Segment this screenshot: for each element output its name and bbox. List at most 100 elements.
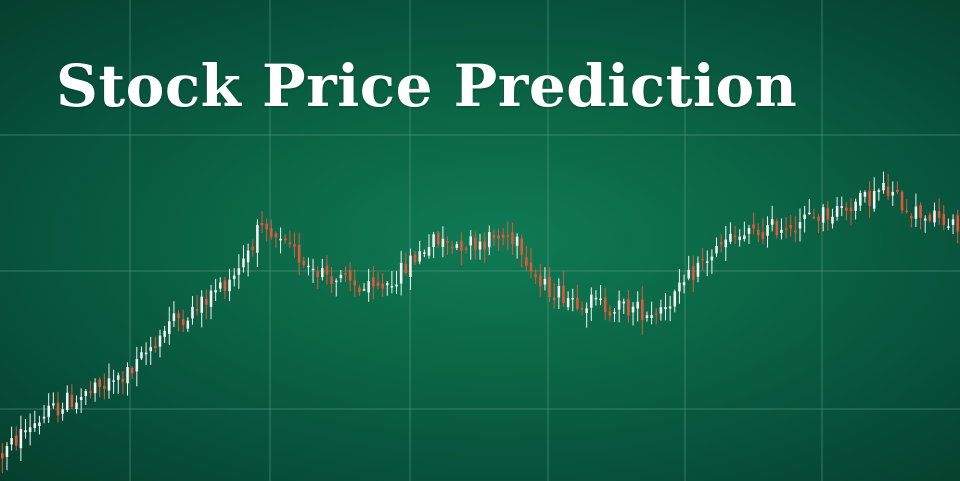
candle-body <box>594 297 598 300</box>
candle <box>121 371 125 395</box>
candle-body <box>469 236 472 246</box>
candle-body <box>682 282 686 286</box>
candle-body <box>144 352 148 355</box>
candle-body <box>622 301 626 304</box>
candle-body <box>432 234 435 248</box>
candle <box>794 216 797 243</box>
candle-body <box>65 392 69 411</box>
candle <box>200 290 204 328</box>
candle <box>789 214 792 237</box>
candle-body <box>914 206 918 219</box>
candle-body <box>195 309 199 311</box>
candle-body <box>905 210 908 213</box>
candle-body <box>358 287 361 293</box>
candle <box>302 256 306 268</box>
candle-body <box>19 428 23 449</box>
candle-body <box>775 221 779 236</box>
candle-body <box>900 191 904 211</box>
candle <box>641 286 644 335</box>
candle <box>65 385 69 412</box>
candle-body <box>61 409 64 414</box>
candle-body <box>770 219 774 225</box>
candle <box>557 278 561 309</box>
candle <box>297 232 301 276</box>
candle <box>497 228 500 252</box>
candle-body <box>937 211 941 218</box>
candle <box>928 212 932 223</box>
candle <box>140 346 143 361</box>
candle-body <box>1 453 4 459</box>
candle <box>10 426 13 451</box>
candle-body <box>321 268 324 278</box>
candle <box>627 289 630 323</box>
candle <box>905 199 908 214</box>
candle-body <box>14 435 18 446</box>
candle-body <box>580 307 584 310</box>
candle-body <box>515 236 519 246</box>
candle <box>919 202 922 230</box>
candle-body <box>673 291 677 307</box>
candle-body <box>497 235 500 239</box>
candle <box>835 197 839 221</box>
candle-body <box>135 359 139 372</box>
candle-body <box>636 301 639 309</box>
candle <box>56 391 60 423</box>
candle <box>376 271 380 290</box>
candle-body <box>399 262 403 284</box>
candle <box>548 267 551 303</box>
candle-body <box>205 298 208 305</box>
candle <box>316 266 319 290</box>
candle <box>882 171 885 194</box>
candle-body <box>130 367 134 374</box>
candle <box>367 268 370 302</box>
candle-body <box>376 282 380 287</box>
candle <box>223 276 227 300</box>
candle <box>5 442 9 471</box>
candle <box>501 227 505 246</box>
candle <box>474 231 477 260</box>
candle <box>668 295 672 322</box>
candle-body <box>868 190 871 206</box>
candle-body <box>116 375 120 380</box>
candle <box>775 218 779 239</box>
candle-body <box>47 405 50 418</box>
page-title: Stock Price Prediction <box>56 52 798 120</box>
candle-body <box>256 224 259 253</box>
candle-body <box>307 265 310 268</box>
candle <box>191 295 194 325</box>
candle <box>251 239 255 257</box>
candle <box>47 393 50 423</box>
candle-body <box>251 246 255 250</box>
candle-body <box>283 238 287 241</box>
candle-body <box>404 263 408 274</box>
candle <box>766 216 769 248</box>
candle <box>900 189 904 214</box>
candle-body <box>228 279 231 292</box>
candle-body <box>478 241 482 250</box>
candle-body <box>808 212 811 215</box>
candle <box>334 278 338 297</box>
candle-body <box>525 257 528 266</box>
candle-body <box>752 224 755 229</box>
candle-body <box>42 416 46 419</box>
candle <box>432 232 435 259</box>
candle <box>798 208 802 242</box>
candle <box>877 188 881 201</box>
candle <box>608 305 612 322</box>
candle-body <box>872 190 876 209</box>
candle <box>52 392 55 409</box>
candle <box>886 173 890 201</box>
candle-body <box>121 378 125 382</box>
candle-body <box>126 367 129 384</box>
candle <box>270 219 273 240</box>
candle <box>701 247 704 271</box>
candle <box>75 395 78 414</box>
candle <box>446 236 449 255</box>
candle-body <box>942 214 946 225</box>
candle <box>112 369 115 395</box>
candle <box>24 418 27 439</box>
candle <box>956 209 959 244</box>
candle-body <box>789 224 792 229</box>
candle-body <box>112 380 115 382</box>
candle <box>168 306 171 345</box>
